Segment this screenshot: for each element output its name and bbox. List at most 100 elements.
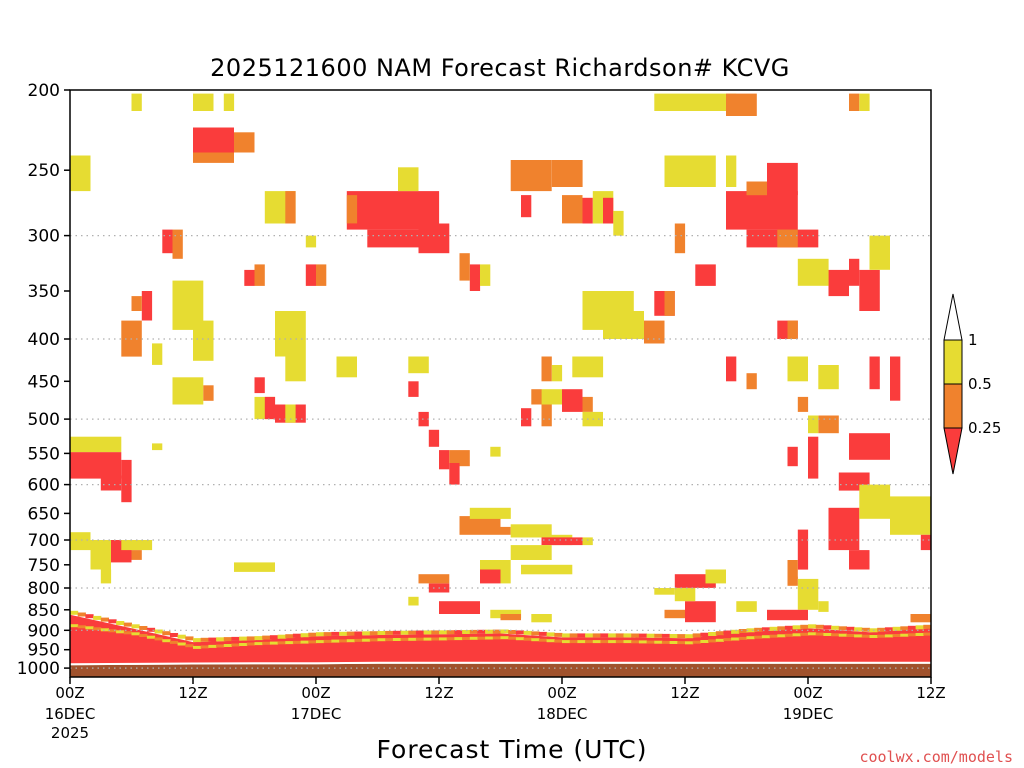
boundary-layer-inner-cell bbox=[846, 634, 855, 637]
ri-cell-yellow bbox=[521, 564, 573, 575]
boundary-layer-inner-cell bbox=[685, 641, 694, 645]
ri-cell-yellow bbox=[480, 264, 491, 286]
boundary-layer-inner-cell bbox=[116, 630, 125, 634]
ri-cell-orange bbox=[316, 264, 327, 286]
ri-cell-red bbox=[367, 229, 419, 248]
boundary-layer-inner-cell bbox=[646, 640, 655, 644]
boundary-layer-edge-cell bbox=[600, 633, 609, 638]
y-tick-label: 550 bbox=[28, 444, 60, 464]
boundary-layer-edge-cell bbox=[70, 610, 79, 615]
boundary-layer-edge-cell bbox=[277, 634, 286, 639]
ri-cell-yellow bbox=[121, 540, 153, 551]
boundary-layer-inner-cell bbox=[392, 638, 402, 641]
ri-cell-red bbox=[685, 601, 716, 623]
boundary-layer-inner-cell bbox=[216, 644, 225, 648]
boundary-layer-inner-cell bbox=[408, 637, 417, 641]
ri-cell-orange bbox=[131, 296, 142, 311]
boundary-layer-edge-cell bbox=[777, 626, 786, 631]
boundary-layer-edge-cell bbox=[900, 626, 909, 631]
ri-cell-orange bbox=[459, 450, 470, 467]
ri-cell-yellow bbox=[664, 155, 716, 187]
boundary-layer-inner-cell bbox=[915, 633, 924, 636]
ri-cell-yellow bbox=[193, 320, 214, 361]
boundary-layer-edge-cell bbox=[300, 633, 309, 638]
boundary-layer-edge-cell bbox=[462, 630, 471, 634]
boundary-layer-inner-cell bbox=[585, 640, 594, 644]
ri-cell-yellow bbox=[336, 356, 357, 378]
ri-cell-red bbox=[541, 537, 583, 546]
ri-cell-yellow bbox=[223, 93, 235, 111]
boundary-layer-edge-cell bbox=[546, 632, 555, 637]
boundary-layer-edge-cell bbox=[523, 630, 532, 635]
boundary-layer-edge-cell bbox=[439, 630, 448, 635]
y-tick-label: 350 bbox=[28, 282, 60, 302]
boundary-layer-edge-cell bbox=[723, 630, 732, 635]
boundary-layer-inner-cell bbox=[200, 645, 209, 649]
ri-cell-red bbox=[121, 459, 132, 503]
ri-cell-yellow bbox=[234, 562, 275, 572]
boundary-layer-edge-cell bbox=[446, 630, 455, 635]
boundary-layer-edge-cell bbox=[208, 637, 217, 642]
surface-line bbox=[70, 661, 931, 666]
boundary-layer-inner-cell bbox=[339, 639, 348, 643]
boundary-layer-inner-cell bbox=[123, 631, 132, 635]
boundary-layer-edge-cell bbox=[146, 627, 156, 632]
boundary-layer-edge-cell bbox=[485, 629, 494, 634]
ri-cell-yellow bbox=[70, 436, 122, 453]
boundary-layer-inner-cell bbox=[369, 638, 378, 642]
ri-cell-yellow bbox=[275, 311, 306, 357]
boundary-layer-edge-cell bbox=[531, 631, 540, 636]
boundary-layer-edge-cell bbox=[508, 630, 517, 634]
y-tick-label: 950 bbox=[28, 641, 60, 661]
x-tick-label: 12Z bbox=[916, 684, 945, 702]
ri-cell-orange bbox=[459, 516, 501, 535]
ri-cell-yellow bbox=[797, 258, 829, 286]
boundary-layer-inner-cell bbox=[808, 632, 817, 636]
boundary-layer-inner-cell bbox=[800, 632, 809, 636]
ri-cell-orange bbox=[459, 253, 470, 281]
ri-cell-red bbox=[797, 529, 809, 570]
ri-cell-yellow bbox=[797, 578, 819, 610]
boundary-layer-inner-cell bbox=[861, 634, 870, 638]
boundary-layer-inner-cell bbox=[400, 637, 409, 641]
ri-cell-yellow bbox=[705, 569, 726, 584]
boundary-layer-inner-cell bbox=[815, 632, 824, 636]
boundary-layer-edge-cell bbox=[423, 630, 432, 635]
boundary-layer-edge-cell bbox=[738, 629, 747, 633]
boundary-layer-inner-cell bbox=[462, 637, 471, 640]
ri-cell-yellow bbox=[305, 235, 317, 248]
ri-cell-red bbox=[603, 197, 614, 224]
boundary-layer-edge-cell bbox=[884, 627, 894, 632]
boundary-layer-edge-cell bbox=[200, 637, 209, 642]
boundary-layer-inner-cell bbox=[700, 640, 709, 643]
boundary-layer-inner-cell bbox=[77, 625, 86, 629]
boundary-layer-inner-cell bbox=[246, 642, 255, 646]
ri-cell-orange bbox=[531, 389, 542, 405]
boundary-layer-inner-cell bbox=[323, 639, 332, 643]
boundary-layer-inner-cell bbox=[139, 634, 148, 637]
ri-cell-yellow bbox=[541, 389, 562, 405]
boundary-layer-edge-cell bbox=[231, 636, 240, 641]
boundary-layer-inner-cell bbox=[385, 638, 394, 642]
ri-cell-orange bbox=[500, 614, 521, 621]
ri-cell-yellow bbox=[70, 532, 91, 551]
y-tick-label: 1000 bbox=[17, 659, 60, 679]
ri-cell-red bbox=[849, 258, 860, 286]
boundary-layer-inner-cell bbox=[554, 639, 563, 643]
boundary-layer-edge-cell bbox=[623, 633, 632, 638]
boundary-layer-edge-cell bbox=[85, 614, 94, 619]
boundary-layer-edge-cell bbox=[685, 634, 694, 639]
y-tick-label: 200 bbox=[28, 81, 60, 101]
boundary-layer-inner-cell bbox=[169, 640, 179, 644]
boundary-layer-inner-cell bbox=[431, 637, 440, 641]
ri-cell-red bbox=[439, 450, 450, 470]
boundary-layer-edge-cell bbox=[500, 629, 509, 634]
boundary-layer-edge-cell bbox=[792, 625, 801, 630]
boundary-layer-edge-cell bbox=[385, 630, 394, 635]
ri-cell-yellow bbox=[674, 588, 696, 602]
x-tick-year: 2025 bbox=[51, 724, 89, 742]
ri-cell-orange bbox=[172, 229, 183, 259]
ri-cell-red bbox=[418, 223, 450, 254]
boundary-layer-edge-cell bbox=[193, 638, 202, 643]
ri-cell-orange bbox=[510, 160, 552, 192]
